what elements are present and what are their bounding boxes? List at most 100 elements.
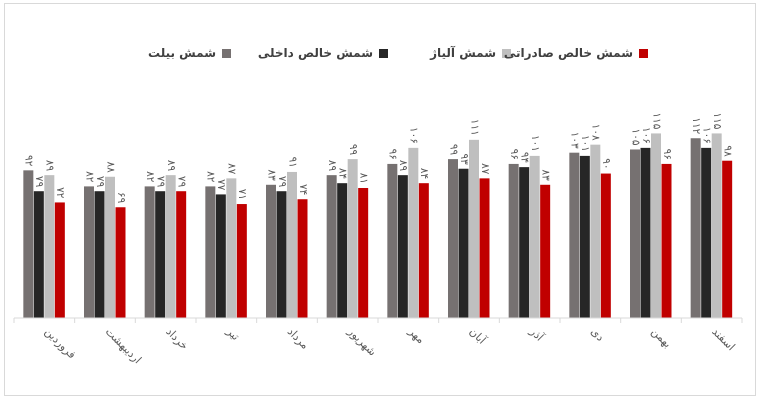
bar (347, 159, 358, 318)
bar (630, 149, 640, 318)
category-label: آذر (527, 324, 548, 345)
data-label: ۱۱۵ (711, 113, 723, 130)
data-label: ۸۷ (479, 163, 491, 175)
legend-swatch-domestic (379, 48, 388, 58)
bar (236, 204, 247, 318)
bar (540, 184, 551, 318)
bar (44, 175, 55, 318)
legend-item-domestic: شمش خالص داخلی (258, 42, 388, 64)
data-label: ۸۳ (265, 170, 277, 182)
bar (205, 186, 216, 318)
category-label: اسفند (709, 325, 737, 353)
data-label: ۷۹ (94, 176, 106, 188)
bar (105, 176, 115, 318)
bar (276, 191, 287, 318)
bar (266, 184, 276, 318)
legend-item-export: شمش خالص صادراتی (504, 42, 648, 64)
legend-item-billet: شمش بیلت (148, 42, 231, 64)
bar (469, 139, 479, 318)
data-label: ۸۷ (226, 163, 238, 175)
bar (569, 152, 580, 318)
data-label: ۸۹ (397, 160, 409, 172)
data-label: ۷۹ (175, 176, 187, 188)
bar (661, 163, 672, 318)
data-label: ۹۹ (447, 144, 459, 156)
category-label: آبان (467, 324, 490, 347)
category-label: اردیبهشت (103, 325, 144, 366)
bar (711, 133, 722, 318)
bar (287, 171, 297, 318)
bar (94, 191, 105, 318)
bar (519, 167, 530, 318)
data-label: ۸۹ (326, 160, 338, 172)
data-label: ۱۰۶ (640, 127, 652, 144)
data-label: ۸۲ (83, 171, 95, 183)
legend-label-export: شمش خالص صادراتی (503, 46, 633, 60)
category-label: شهریور (345, 324, 379, 358)
bar (165, 175, 176, 318)
legend-swatch-export (639, 48, 648, 58)
bar (387, 163, 398, 318)
category-label: تیر (223, 324, 242, 343)
data-label: ۷۹ (33, 176, 45, 188)
data-label: ۷۱ (236, 189, 248, 200)
bar (54, 202, 65, 318)
bar (529, 155, 540, 318)
legend-label-domestic: شمش خالص داخلی (257, 46, 373, 60)
bar (600, 173, 611, 318)
bar (579, 155, 590, 318)
bar (408, 147, 419, 318)
data-label: ۹۲ (23, 155, 35, 167)
bar (651, 133, 661, 318)
legend-swatch-billet (222, 48, 231, 58)
data-label: ۷۲ (54, 187, 66, 199)
data-label: ۸۳ (539, 170, 551, 182)
data-label: ۸۴ (336, 168, 348, 179)
bar (84, 186, 94, 318)
data-label: ۹۶ (661, 149, 673, 160)
data-label: ۱۰۶ (700, 127, 712, 144)
category-labels-group: فروردین اردیبهشت خرداد تیر مرداد شهریور مهر آبا… (42, 324, 738, 367)
bar (448, 159, 458, 318)
data-label: ۹۹ (347, 144, 359, 156)
chart-legend: شمش بیلت شمش خالص داخلی شمش آلیاژ شمش خا… (0, 42, 763, 64)
data-label: ۱۱۱ (468, 119, 480, 136)
legend-label-alloy: شمش آلیاژ (430, 46, 496, 60)
category-label: بهمن (649, 325, 674, 350)
bar (590, 144, 601, 318)
data-label: ۷۹ (154, 176, 166, 188)
data-label: ۶۹ (115, 192, 127, 204)
data-label: ۱۰۶ (408, 127, 420, 144)
legend-swatch-alloy (502, 48, 511, 58)
bar (215, 194, 226, 318)
bar (722, 160, 733, 318)
bar (458, 168, 469, 318)
x-axis (13, 317, 743, 323)
bar (297, 199, 308, 318)
bar (23, 170, 34, 318)
data-label: ۷۴ (297, 184, 309, 195)
data-label: ۹۸ (721, 145, 733, 157)
bar (479, 178, 490, 318)
legend-label-billet: شمش بیلت (148, 46, 216, 60)
bar (326, 175, 337, 318)
category-label: دی (588, 325, 607, 344)
bar (226, 178, 237, 318)
data-label: ۹۶ (387, 149, 399, 160)
category-label: فروردین (42, 325, 78, 361)
bar (508, 163, 519, 318)
data-label: ۸۹ (165, 160, 177, 172)
data-label: ۱۰۳ (569, 132, 581, 149)
category-label: مهر (405, 324, 427, 346)
data-label: ۱۱۵ (650, 113, 662, 130)
bar (115, 207, 126, 318)
data-label: ۸۸ (104, 161, 116, 173)
data-label: ۷۷ (215, 179, 227, 191)
bar (701, 147, 712, 318)
bar (155, 191, 166, 318)
data-label: ۸۹ (44, 160, 56, 172)
data-label: ۹۶ (508, 149, 520, 160)
bar (33, 191, 44, 318)
